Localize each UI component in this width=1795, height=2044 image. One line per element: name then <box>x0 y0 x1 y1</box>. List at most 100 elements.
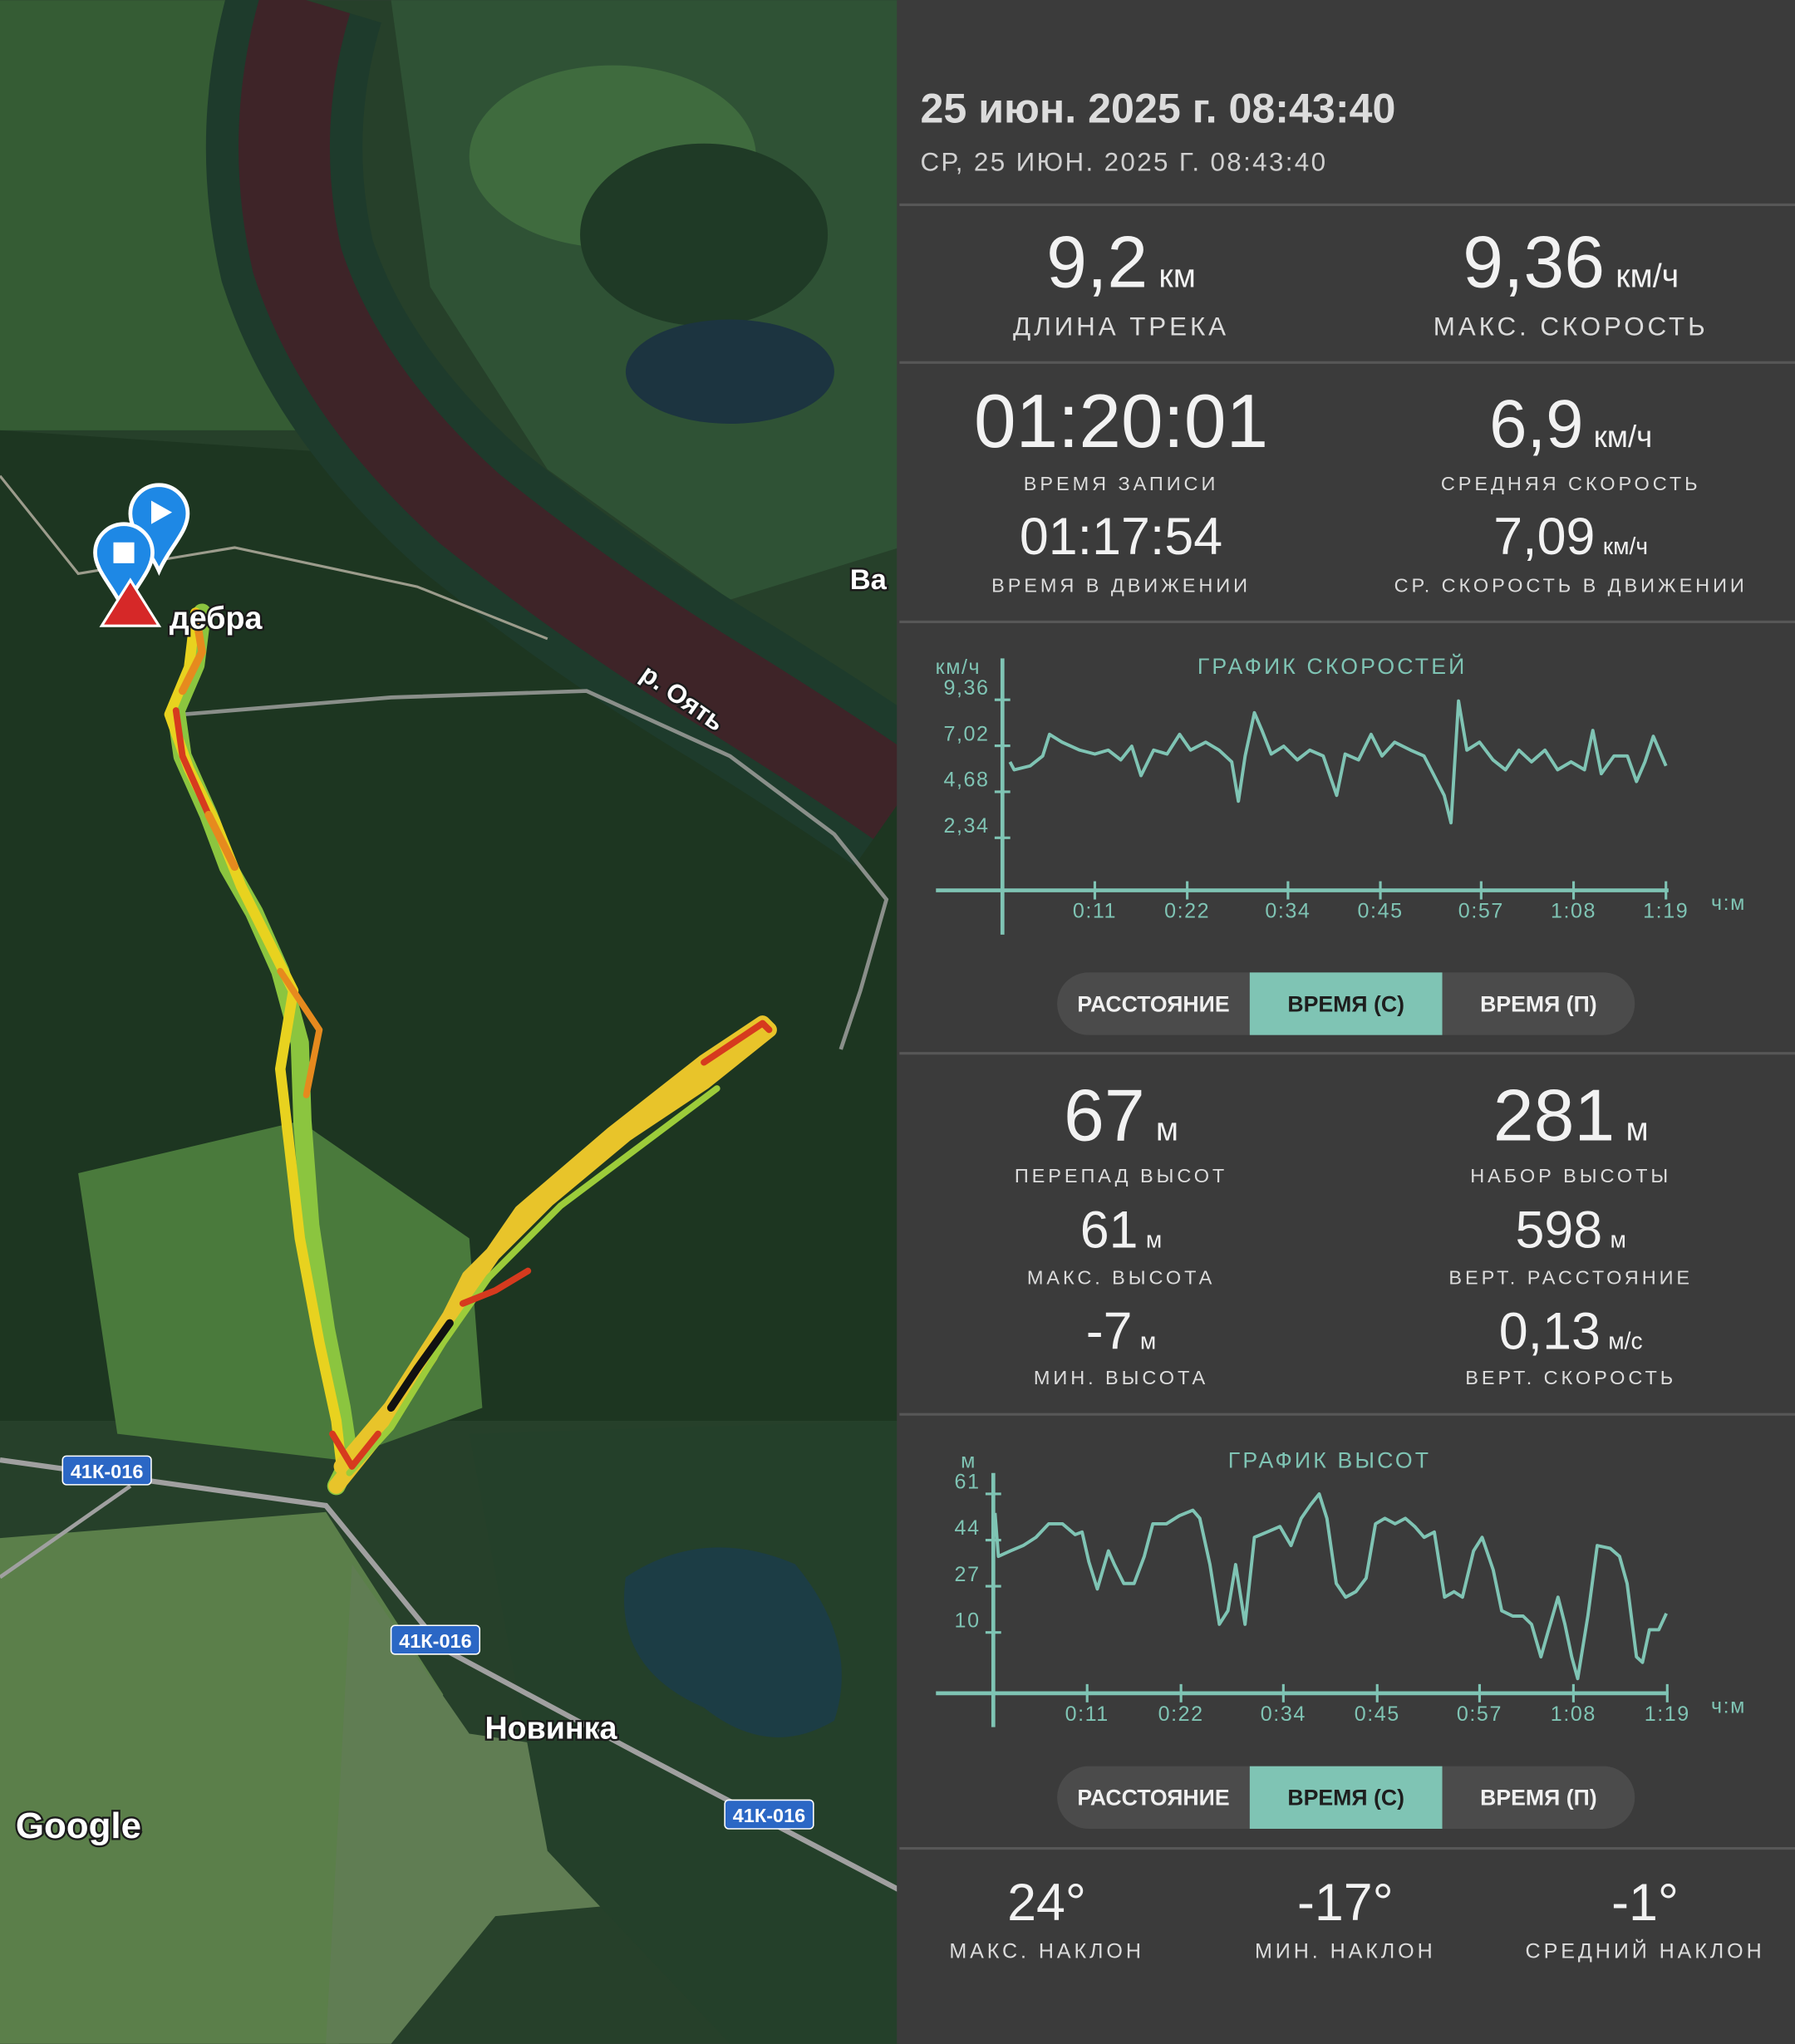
y-tick-label: 9,36 <box>943 676 989 700</box>
toggle-label[interactable]: ВРЕМЯ (П) <box>1480 1786 1597 1811</box>
x-tick-label: 1:08 <box>1551 1703 1596 1726</box>
map-marsh <box>625 319 834 424</box>
track <box>164 603 777 1496</box>
stat-value: 01:20:01 <box>974 380 1268 464</box>
track-segment <box>277 967 323 1098</box>
toggle-selected <box>1249 1766 1443 1829</box>
stat-number: 281 <box>1493 1074 1616 1157</box>
separators <box>899 203 1795 1850</box>
stat-value: 24° <box>1007 1874 1086 1932</box>
toggle-label[interactable]: ВРЕМЯ (С) <box>1287 991 1404 1016</box>
x-tick-label: 1:19 <box>1643 900 1689 923</box>
stat-label: ПЕРЕПАД ВЫСОТ <box>1015 1165 1227 1187</box>
map-place-label: дебра <box>170 600 263 635</box>
stat-unit: км/ч <box>1603 533 1648 559</box>
y-axis-unit: км/ч <box>936 656 981 679</box>
track-segment <box>164 607 347 1472</box>
x-tick-label: 0:22 <box>1158 1703 1204 1726</box>
stat-number: 0,13 <box>1499 1303 1601 1361</box>
track-segment <box>329 1430 381 1470</box>
chart-title: ГРАФИК СКОРОСТЕЙ <box>1197 654 1468 679</box>
stat-unit: м <box>1140 1328 1156 1354</box>
y-axis-unit: м <box>961 1449 976 1472</box>
position-marker <box>99 577 162 627</box>
stat-label: СР. СКОРОСТЬ В ДВИЖЕНИИ <box>1394 574 1748 596</box>
stat-unit: км/ч <box>1616 258 1679 294</box>
toggle-label[interactable]: РАССТОЯНИЕ <box>1077 1786 1229 1811</box>
toggle-label[interactable]: РАССТОЯНИЕ <box>1077 991 1229 1016</box>
road-badge <box>724 1799 814 1830</box>
map-road <box>182 689 889 1050</box>
stat-label: ВЕРТ. РАССТОЯНИЕ <box>1448 1266 1693 1288</box>
track-title: 25 июн. 2025 г. 08:43:40 <box>920 86 1395 132</box>
road-badge <box>390 1624 481 1655</box>
toggle-label[interactable]: ВРЕМЯ (С) <box>1287 1786 1404 1811</box>
data-line <box>993 1492 1668 1681</box>
stat-value: -7 м <box>1086 1303 1157 1361</box>
stat-number: -7 <box>1086 1303 1133 1361</box>
stat-unit: м <box>1146 1226 1162 1252</box>
map[interactable] <box>0 0 945 2044</box>
map-road <box>0 474 548 641</box>
x-tick-label: 1:08 <box>1551 900 1596 923</box>
stat-unit: км <box>1158 258 1195 294</box>
stat-value: -1° <box>1611 1874 1679 1932</box>
road-label: 41К-016 <box>733 1805 806 1826</box>
map-field <box>78 1121 483 1461</box>
toggle-label[interactable]: ВРЕМЯ (П) <box>1480 991 1597 1016</box>
stat-number: 24° <box>1007 1874 1086 1932</box>
stat-value: 61 м <box>1080 1201 1163 1259</box>
stat-unit: км/ч <box>1594 420 1653 454</box>
y-tick-label: 10 <box>955 1609 981 1632</box>
stat-label: МАКС. СКОРОСТЬ <box>1434 312 1709 341</box>
y-tick-label: 44 <box>955 1516 981 1540</box>
track-segment <box>172 707 212 818</box>
road-label: 41К-016 <box>399 1630 472 1652</box>
stat-label: ВРЕМЯ ЗАПИСИ <box>1024 473 1219 494</box>
mode-toggle[interactable]: РАССТОЯНИЕ ВРЕМЯ (С) ВРЕМЯ (П) <box>1057 972 1635 1035</box>
start-marker[interactable] <box>128 483 190 577</box>
marker-icon <box>113 542 135 563</box>
stat-label: МАКС. НАКЛОН <box>949 1939 1144 1963</box>
x-axis-unit: ч:м <box>1711 892 1746 915</box>
x-tick-label: 0:22 <box>1164 900 1210 923</box>
x-tick-label: 1:19 <box>1645 1703 1690 1726</box>
stat-number: 598 <box>1515 1201 1602 1259</box>
stat-value: 598 м <box>1515 1201 1625 1259</box>
road-badge <box>61 1455 152 1486</box>
stat-value: -17° <box>1297 1874 1394 1932</box>
stat-value: 01:17:54 <box>1020 508 1222 566</box>
stat-value: 9,2 км <box>1046 220 1196 302</box>
stat-number: 6,9 <box>1489 386 1583 462</box>
map-lake <box>623 1547 842 1737</box>
stat-unit: м <box>1611 1226 1626 1252</box>
stat-number: -17° <box>1297 1874 1394 1932</box>
x-tick-label: 0:11 <box>1073 900 1117 923</box>
map-place-label: Новинка <box>485 1711 618 1746</box>
map-road <box>0 1484 132 1580</box>
stat-number: 01:20:01 <box>974 380 1268 464</box>
x-tick-label: 0:34 <box>1261 1703 1306 1726</box>
mode-toggle[interactable]: РАССТОЯНИЕ ВРЕМЯ (С) ВРЕМЯ (П) <box>1057 1766 1635 1829</box>
stat-label: МИН. ВЫСОТА <box>1034 1367 1208 1388</box>
y-tick-label: 27 <box>955 1563 981 1586</box>
stat-label: МИН. НАКЛОН <box>1255 1939 1436 1963</box>
stat-value: 9,36 км/ч <box>1463 220 1679 302</box>
stat-label: ВЕРТ. СКОРОСТЬ <box>1465 1367 1676 1388</box>
map-forest <box>580 143 829 327</box>
stat-value: 281 м <box>1493 1074 1649 1157</box>
track-segment <box>459 1267 532 1307</box>
map-field <box>0 1511 444 2044</box>
y-tick-label: 61 <box>955 1471 981 1494</box>
stat-unit: м <box>1625 1112 1648 1148</box>
map-river <box>239 0 926 839</box>
stat-label: ВРЕМЯ В ДВИЖЕНИИ <box>991 574 1251 596</box>
stat-label: МАКС. ВЫСОТА <box>1027 1266 1215 1288</box>
track-segment <box>178 608 206 695</box>
map-attribution: Google <box>16 1806 141 1846</box>
stat-number: 01:17:54 <box>1020 508 1222 566</box>
track-segment <box>386 1319 454 1413</box>
chart-title: ГРАФИК ВЫСОТ <box>1228 1447 1431 1472</box>
